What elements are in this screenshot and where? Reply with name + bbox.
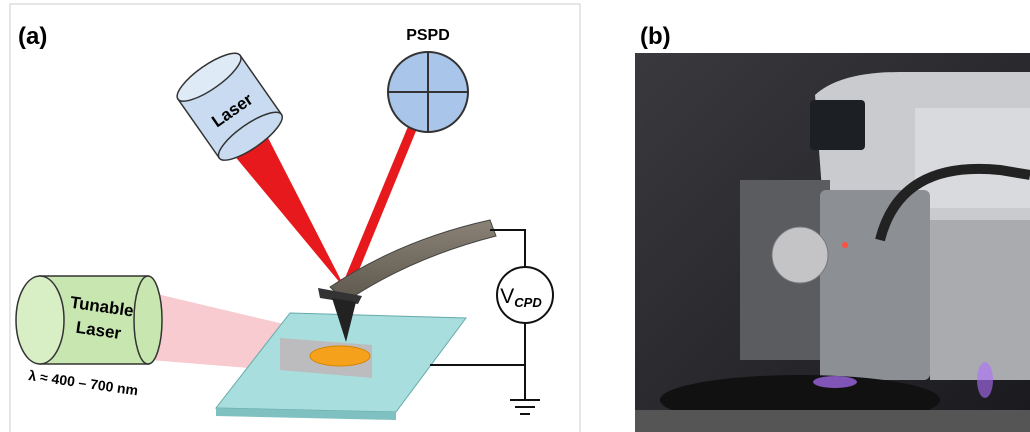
panel <box>915 108 1030 208</box>
table <box>635 410 1030 432</box>
side-block <box>930 220 1030 380</box>
led <box>842 242 848 248</box>
sample <box>310 346 370 366</box>
uv-glow <box>977 362 993 398</box>
window <box>810 100 865 150</box>
voltage-subscript: CPD <box>514 295 542 310</box>
pspd-label: PSPD <box>406 27 450 44</box>
panel-label: (b) <box>640 23 671 50</box>
knob <box>772 227 828 283</box>
panel-a: (a) Laser PSPD Tunable <box>10 4 580 432</box>
pspd <box>388 52 468 132</box>
figure: (a) Laser PSPD Tunable <box>0 0 1030 432</box>
panel-label: (a) <box>18 23 47 50</box>
voltage-symbol: V <box>500 285 514 308</box>
head <box>820 190 930 380</box>
uv-glow <box>813 376 857 388</box>
tunable-laser: Tunable Laser <box>16 276 162 364</box>
panel-b: (b) <box>635 23 1030 432</box>
